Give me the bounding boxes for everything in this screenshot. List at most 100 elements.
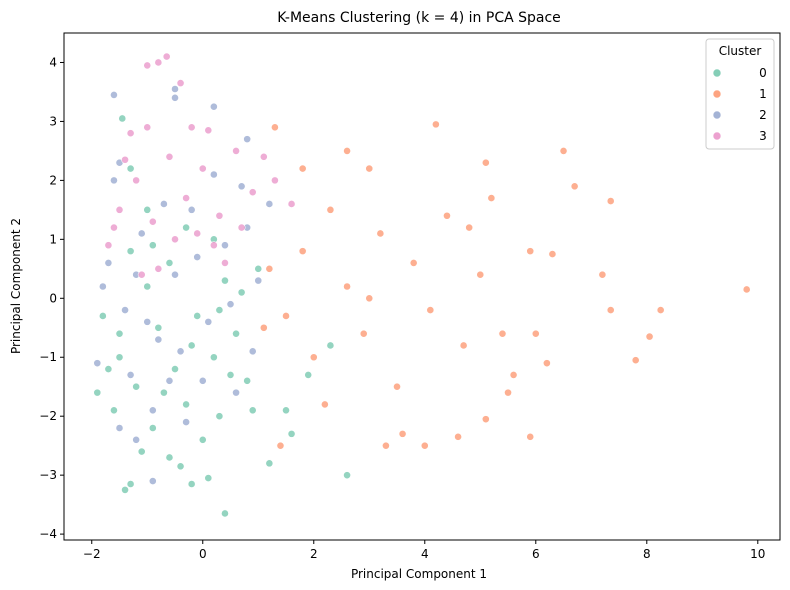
- cluster-2-point: [115, 424, 124, 432]
- x-ticks: −2 0 2 4 6 8 10: [83, 540, 765, 561]
- cluster-1-point: [365, 294, 374, 303]
- cluster-1-point: [382, 441, 390, 450]
- cluster-1-point: [309, 353, 318, 362]
- cluster-0-point: [98, 312, 107, 320]
- legend-marker-cluster-1: [712, 89, 722, 99]
- cluster-3-point: [287, 200, 296, 208]
- cluster-2-point: [209, 170, 218, 179]
- cluster-2-point: [226, 300, 235, 309]
- cluster-0-point: [126, 247, 135, 256]
- cluster-3-point: [171, 235, 179, 244]
- cluster-2-point: [176, 347, 185, 356]
- x-tick-label: 0: [199, 547, 207, 561]
- legend-label-cluster-0: 0: [759, 66, 767, 80]
- legend-label-cluster-1: 1: [759, 87, 767, 101]
- cluster-0-point: [226, 371, 235, 379]
- cluster-2-point: [165, 376, 174, 385]
- chart-title: K-Means Clustering (k = 4) in PCA Space: [277, 10, 561, 26]
- cluster-3-point: [271, 176, 279, 185]
- cluster-0-point: [176, 462, 185, 471]
- cluster-1-point: [426, 306, 435, 314]
- cluster-2-point: [265, 200, 274, 208]
- cluster-2-point: [198, 376, 207, 385]
- cluster-3-point: [232, 147, 240, 155]
- cluster-1-point: [606, 306, 615, 314]
- cluster-0-point: [187, 341, 196, 350]
- y-axis-label: Principal Component 2: [9, 218, 23, 354]
- cluster-2-point: [204, 317, 213, 326]
- cluster-1-point: [298, 247, 307, 256]
- legend-items: 0 1 2 3: [712, 66, 767, 143]
- cluster-0-point: [126, 480, 135, 488]
- cluster-1-point: [298, 164, 307, 173]
- x-tick-label: 10: [750, 547, 765, 561]
- cluster-3-point: [110, 223, 118, 232]
- cluster-3-point: [198, 164, 207, 173]
- cluster-0-point: [198, 435, 207, 444]
- cluster-2-point: [126, 371, 135, 379]
- cluster-0-point: [118, 114, 127, 123]
- x-tick-label: −2: [83, 547, 101, 561]
- cluster-1-point: [504, 388, 512, 397]
- cluster-0-point: [215, 412, 224, 421]
- cluster-2-point: [110, 176, 118, 185]
- legend-label-cluster-3: 3: [759, 129, 767, 143]
- cluster-0-point: [160, 388, 168, 397]
- y-tick-label: 4: [49, 55, 57, 69]
- cluster-2-point: [237, 182, 246, 191]
- cluster-2-point: [148, 406, 157, 415]
- cluster-0-point: [204, 474, 213, 482]
- cluster-2-point: [171, 93, 179, 102]
- cluster-2-point: [171, 85, 179, 93]
- cluster-1-point: [343, 282, 351, 291]
- cluster-0-point: [115, 353, 124, 362]
- cluster-1-point: [481, 158, 490, 167]
- cluster-1-point: [454, 432, 462, 441]
- cluster-0-point: [143, 282, 152, 291]
- cluster-1-point: [443, 211, 451, 220]
- cluster-3-point: [248, 188, 257, 197]
- cluster-2-point: [143, 317, 152, 326]
- cluster-1-point: [265, 264, 274, 273]
- cluster-2-point: [171, 270, 179, 279]
- cluster-0-point: [148, 241, 157, 250]
- cluster-3-point: [215, 211, 224, 220]
- cluster-0-point: [326, 341, 335, 350]
- cluster-1-point: [570, 182, 579, 191]
- cluster-2-point: [187, 205, 196, 214]
- cluster-2-point: [232, 388, 240, 397]
- points-layer: [93, 52, 751, 518]
- cluster-2-point: [98, 282, 107, 291]
- cluster-0-point: [93, 388, 102, 397]
- cluster-0-point: [154, 323, 163, 332]
- cluster-0-point: [182, 400, 191, 409]
- y-ticks: −4 −3 −2 −1 0 1 2 3 4: [39, 55, 64, 541]
- cluster-0-point: [209, 353, 218, 362]
- cluster-1-point: [320, 400, 329, 409]
- cluster-0-point: [115, 329, 124, 338]
- cluster-1-point: [645, 332, 654, 341]
- y-tick-label: 0: [49, 291, 57, 305]
- cluster-1-point: [531, 329, 540, 338]
- cluster-1-point: [656, 306, 665, 314]
- cluster-1-point: [431, 120, 440, 129]
- cluster-0-point: [287, 429, 296, 438]
- cluster-3-point: [104, 241, 113, 250]
- cluster-0-point: [121, 485, 129, 494]
- x-tick-label: 2: [310, 547, 318, 561]
- cluster-2-point: [221, 241, 229, 250]
- cluster-1-point: [559, 147, 568, 155]
- cluster-2-point: [104, 259, 113, 267]
- legend-label-cluster-2: 2: [759, 108, 767, 122]
- cluster-3-point: [176, 79, 185, 88]
- cluster-0-point: [232, 329, 240, 338]
- cluster-3-point: [121, 155, 129, 164]
- cluster-1-point: [359, 329, 368, 338]
- cluster-2-point: [93, 359, 102, 368]
- cluster-2-point: [182, 418, 191, 426]
- cluster-1-point: [465, 223, 474, 232]
- cluster-1-point: [393, 382, 401, 391]
- cluster-0-point: [221, 276, 229, 285]
- cluster-1-point: [598, 270, 607, 279]
- cluster-2-point: [137, 229, 146, 238]
